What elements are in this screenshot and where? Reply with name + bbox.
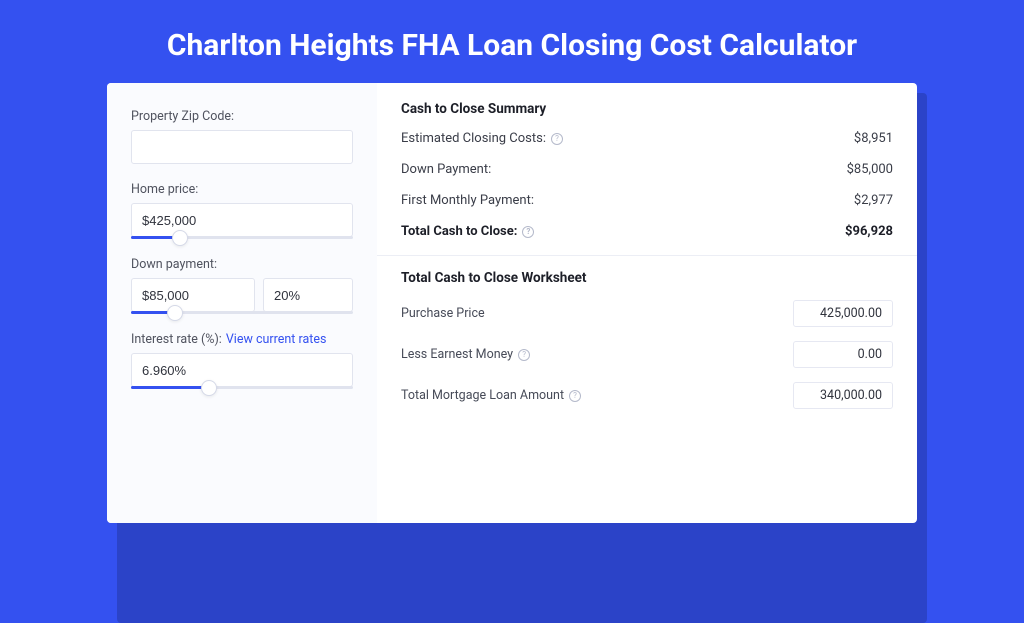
- zip-field-group: Property Zip Code:: [131, 109, 353, 164]
- info-icon[interactable]: ?: [522, 226, 534, 238]
- down-payment-input[interactable]: [131, 278, 255, 312]
- worksheet-label-text: Less Earnest Money: [401, 347, 513, 362]
- summary-row-closing-costs: Estimated Closing Costs: ? $8,951: [401, 131, 893, 146]
- home-price-label: Home price:: [131, 182, 353, 197]
- results-panel: Cash to Close Summary Estimated Closing …: [377, 83, 917, 523]
- interest-input[interactable]: [131, 353, 353, 387]
- summary-label-text: Estimated Closing Costs:: [401, 131, 546, 146]
- summary-total-label-text: Total Cash to Close:: [401, 224, 517, 239]
- worksheet-label: Less Earnest Money ?: [401, 347, 530, 362]
- interest-field-group: Interest rate (%): View current rates: [131, 332, 353, 389]
- worksheet-label: Total Mortgage Loan Amount ?: [401, 388, 581, 403]
- home-price-slider-thumb[interactable]: [172, 230, 188, 246]
- interest-slider-thumb[interactable]: [201, 380, 217, 396]
- home-price-field-group: Home price:: [131, 182, 353, 239]
- interest-slider-fill: [131, 386, 209, 389]
- down-payment-slider[interactable]: [131, 311, 353, 314]
- summary-value: $2,977: [854, 193, 893, 208]
- interest-label: Interest rate (%):: [131, 332, 222, 347]
- worksheet-row-purchase-price: Purchase Price 425,000.00: [401, 300, 893, 327]
- summary-label: Estimated Closing Costs: ?: [401, 131, 563, 146]
- down-payment-pct-input[interactable]: [263, 278, 353, 312]
- calculator-card: Property Zip Code: Home price: Down paym…: [107, 83, 917, 523]
- summary-label: First Monthly Payment:: [401, 193, 534, 208]
- summary-total-label: Total Cash to Close: ?: [401, 224, 534, 239]
- view-rates-link[interactable]: View current rates: [226, 332, 327, 347]
- zip-label: Property Zip Code:: [131, 109, 353, 124]
- worksheet-value[interactable]: 425,000.00: [793, 300, 893, 327]
- down-payment-slider-thumb[interactable]: [167, 305, 183, 321]
- summary-total-value: $96,928: [845, 224, 893, 239]
- zip-input[interactable]: [131, 130, 353, 164]
- info-icon[interactable]: ?: [551, 133, 563, 145]
- calculator-card-wrap: Property Zip Code: Home price: Down paym…: [107, 83, 917, 523]
- summary-row-first-payment: First Monthly Payment: $2,977: [401, 193, 893, 208]
- worksheet-title: Total Cash to Close Worksheet: [401, 270, 893, 286]
- worksheet-row-earnest-money: Less Earnest Money ? 0.00: [401, 341, 893, 368]
- info-icon[interactable]: ?: [569, 390, 581, 402]
- worksheet-label: Purchase Price: [401, 306, 485, 321]
- worksheet-value[interactable]: 340,000.00: [793, 382, 893, 409]
- input-panel: Property Zip Code: Home price: Down paym…: [107, 83, 377, 523]
- down-payment-field-group: Down payment:: [131, 257, 353, 314]
- summary-title: Cash to Close Summary: [401, 101, 893, 117]
- summary-label: Down Payment:: [401, 162, 491, 177]
- worksheet-value[interactable]: 0.00: [793, 341, 893, 368]
- summary-row-total: Total Cash to Close: ? $96,928: [401, 224, 893, 239]
- worksheet-row-mortgage-amount: Total Mortgage Loan Amount ? 340,000.00: [401, 382, 893, 409]
- home-price-input[interactable]: [131, 203, 353, 237]
- page-title: Charlton Heights FHA Loan Closing Cost C…: [0, 0, 1024, 83]
- summary-value: $85,000: [847, 162, 893, 177]
- summary-row-down-payment: Down Payment: $85,000: [401, 162, 893, 177]
- interest-label-row: Interest rate (%): View current rates: [131, 332, 353, 347]
- divider: [377, 255, 917, 256]
- home-price-slider[interactable]: [131, 236, 353, 239]
- summary-value: $8,951: [854, 131, 893, 146]
- down-payment-label: Down payment:: [131, 257, 353, 272]
- worksheet-label-text: Total Mortgage Loan Amount: [401, 388, 564, 403]
- info-icon[interactable]: ?: [518, 349, 530, 361]
- down-payment-input-row: [131, 278, 353, 312]
- interest-slider[interactable]: [131, 386, 353, 389]
